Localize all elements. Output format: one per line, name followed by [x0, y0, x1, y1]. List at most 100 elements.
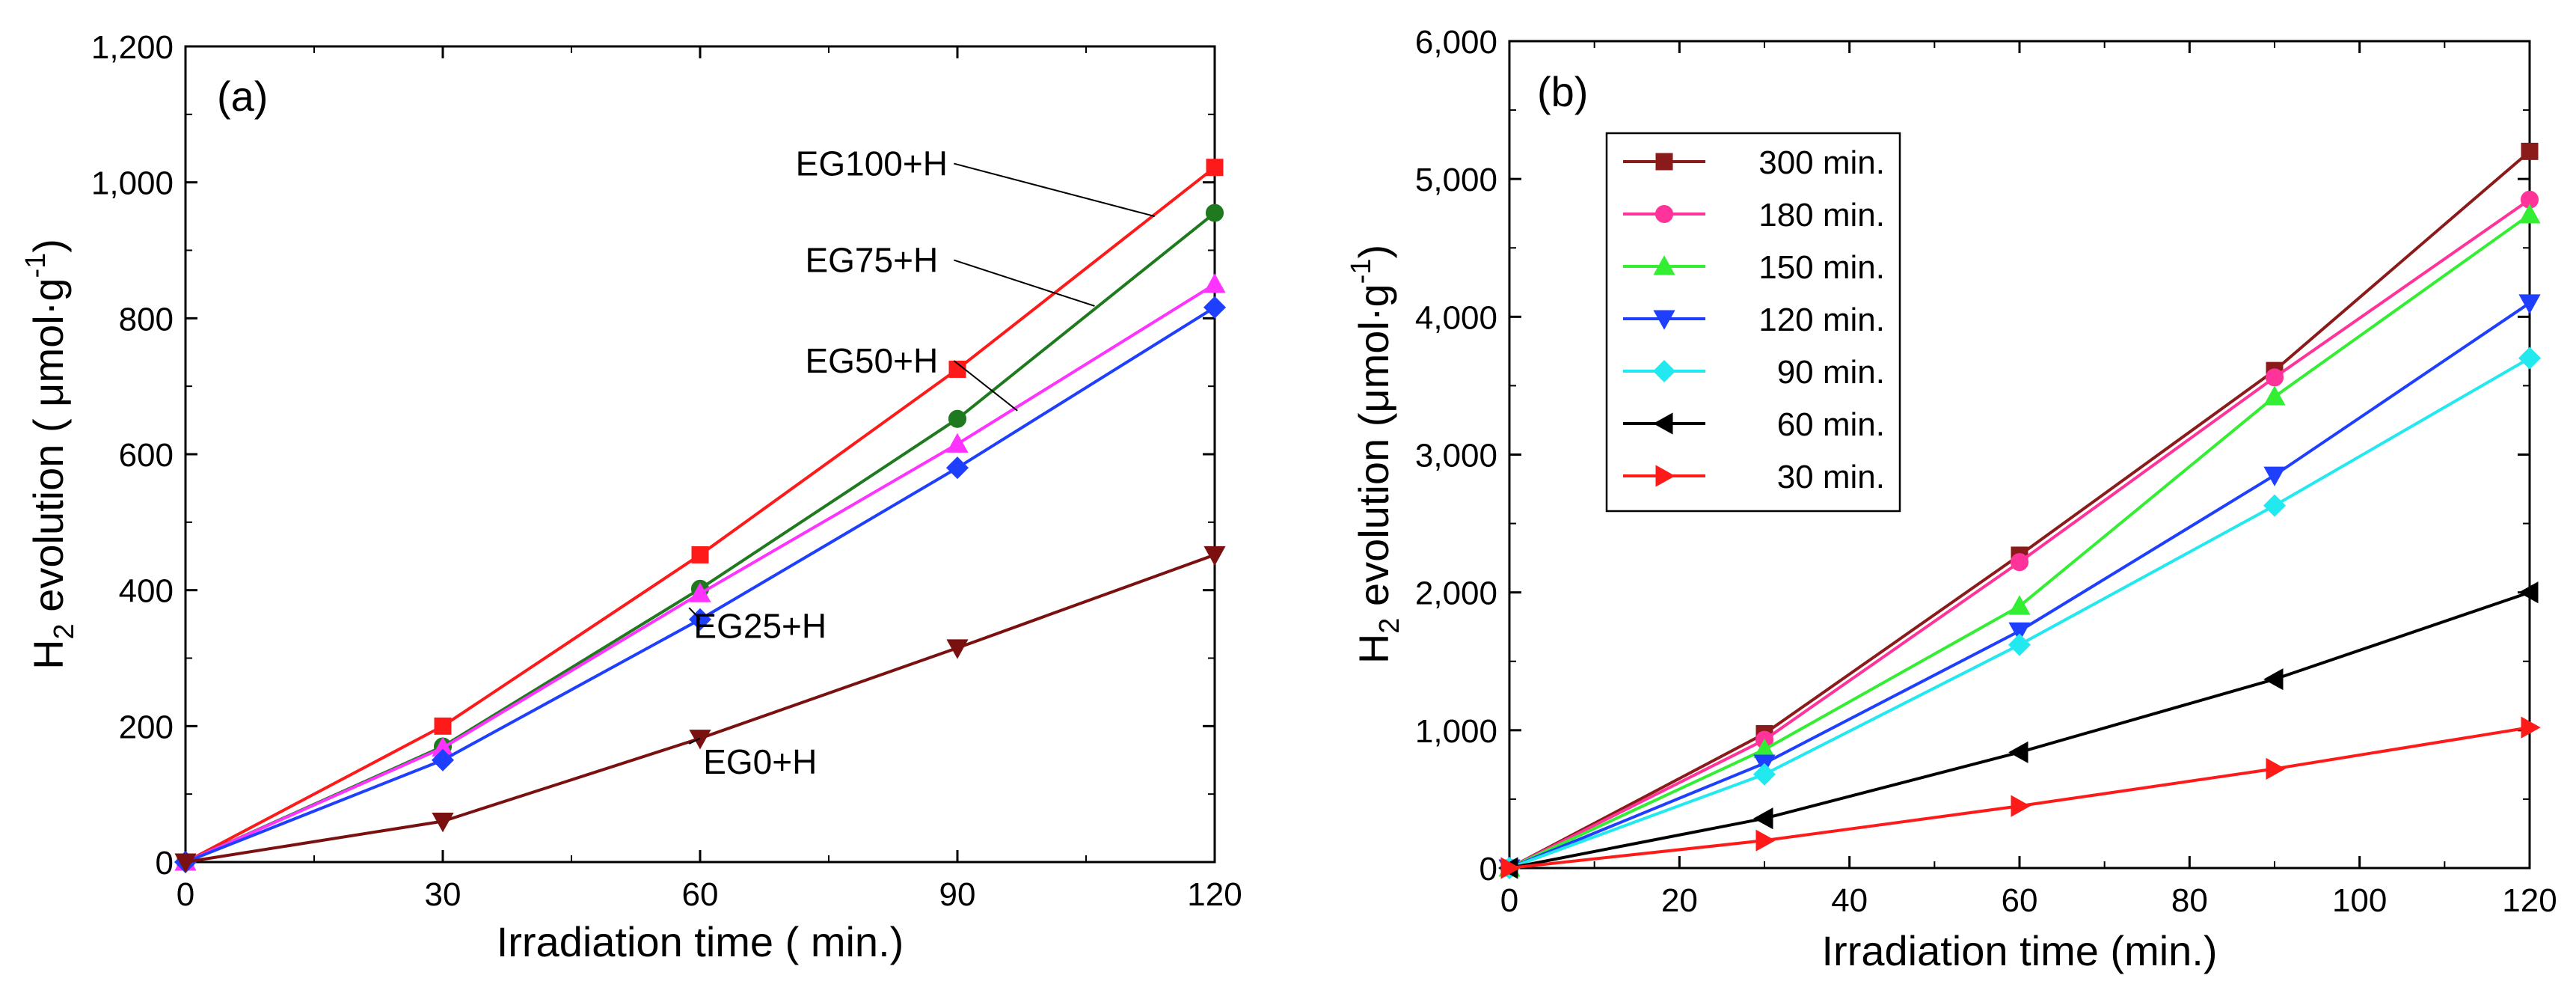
data-point	[2518, 346, 2542, 370]
data-point	[2263, 494, 2287, 517]
data-point	[2518, 581, 2539, 604]
x-tick-label: 30	[425, 876, 461, 913]
x-tick-label: 120	[2502, 882, 2557, 919]
legend-item: 60 min.	[1623, 406, 1885, 443]
data-point	[2011, 795, 2031, 817]
series-line	[185, 211, 1216, 864]
panel-a-y-title-close: )	[25, 239, 72, 253]
y-tick-label: 5,000	[1415, 162, 1497, 198]
panel-b-label: (b)	[1537, 68, 1588, 115]
y-tick-label: 4,000	[1415, 299, 1497, 336]
legend-marker	[1652, 359, 1676, 383]
legend-item: 180 min.	[1623, 197, 1885, 233]
data-point	[946, 639, 969, 659]
panel-b-y-title-sup: -1	[1346, 259, 1377, 284]
legend-item: 300 min.	[1623, 144, 1885, 181]
legend-label: 180 min.	[1758, 197, 1885, 233]
data-point	[2521, 716, 2541, 739]
data-point	[1203, 296, 1227, 319]
x-tick-label: 60	[2002, 882, 2038, 919]
legend-marker	[1655, 465, 1675, 487]
annotation-leader-line	[954, 259, 1095, 307]
y-tick-label: 600	[119, 437, 174, 474]
data-point	[432, 813, 454, 833]
series-eg100-h	[177, 159, 1224, 871]
panel-a-y-title-sub: 2	[49, 623, 80, 639]
x-tick-label: 120	[1187, 876, 1242, 913]
panel-b-chart: 0 20 40 60 80 100 120 0 1,000 2,000 3,000 4,000 5,00…	[1346, 24, 2557, 974]
data-point	[1205, 204, 1224, 222]
data-point	[689, 730, 711, 750]
data-point	[1203, 546, 1226, 566]
annotation-label: EG50+H	[805, 341, 938, 380]
panel-b-y-axis-title: H2 evolution (μmol·g-1)	[1346, 245, 1405, 664]
panel-a-chart: 0 30 60 90 120 0 200 400 600 800 1,000 1,200 EG100+…	[20, 29, 1242, 965]
data-point	[948, 409, 967, 428]
panel-b-y-title-h: H	[1350, 634, 1397, 664]
data-point	[1755, 829, 1776, 852]
data-point	[2518, 204, 2541, 224]
legend-marker	[1653, 255, 1675, 275]
legend-label: 90 min.	[1777, 354, 1885, 391]
data-point	[2263, 385, 2286, 406]
panel-a-annotations: EG100+H EG75+H EG50+H EG25+H EG0+H	[688, 144, 1155, 781]
panel-b-y-title-close: )	[1350, 245, 1397, 259]
legend-marker	[1653, 412, 1673, 435]
x-tick-label: 90	[939, 876, 976, 913]
data-point	[2008, 622, 2031, 643]
series-line	[185, 283, 1216, 864]
legend-item: 120 min.	[1623, 302, 1885, 338]
data-point	[1752, 763, 1776, 786]
panel-a-ticks: 0 30 60 90 120 0 200 400 600 800 1,000 1,200	[91, 29, 1242, 913]
legend-label: 120 min.	[1758, 302, 1885, 338]
panel-a-label: (a)	[217, 73, 268, 120]
legend-label: 60 min.	[1777, 406, 1885, 443]
panel-b-y-title-sub: 2	[1374, 618, 1405, 634]
x-tick-label: 20	[1661, 882, 1698, 919]
data-point	[174, 853, 197, 873]
data-point	[2008, 741, 2028, 763]
annotation-leader-line	[688, 737, 701, 745]
y-tick-label: 2,000	[1415, 575, 1497, 612]
y-tick-label: 0	[1479, 851, 1497, 887]
data-point	[2521, 142, 2539, 160]
data-point	[2518, 294, 2541, 314]
data-point	[946, 433, 969, 453]
data-point	[1203, 273, 1226, 293]
x-tick-label: 80	[2171, 882, 2208, 919]
legend-label: 300 min.	[1758, 144, 1885, 181]
panel-a-y-title-h: H	[25, 639, 72, 669]
annotation-label: EG75+H	[805, 241, 938, 280]
y-tick-label: 400	[119, 573, 174, 610]
legend-item: 90 min.	[1623, 354, 1885, 391]
y-tick-label: 0	[156, 845, 174, 882]
legend-frame	[1605, 132, 1901, 513]
panel-b-x-axis-title: Irradiation time (min.)	[1821, 927, 2217, 974]
panel-b-y-title-rest: evolution (μmol·g	[1350, 284, 1397, 617]
data-point	[945, 456, 969, 480]
series-eg75-h	[176, 204, 1224, 872]
data-point	[1206, 159, 1224, 177]
panel-a-y-title-sup: -1	[20, 253, 52, 278]
y-tick-label: 1,000	[1415, 713, 1497, 750]
panel-a-series	[174, 159, 1227, 874]
annotation-label: EG0+H	[703, 742, 817, 781]
data-point	[434, 717, 452, 735]
data-point	[2008, 633, 2031, 656]
annotation-leader-line	[953, 360, 1018, 412]
series-30-min-	[1500, 716, 2541, 879]
data-point	[2010, 553, 2029, 572]
panel-b-series	[1497, 142, 2542, 880]
panel-b-ticks: 0 20 40 60 80 100 120 0 1,000 2,000 3,000 4,000 5,00…	[1415, 24, 2557, 919]
x-tick-label: 100	[2332, 882, 2387, 919]
legend-label: 30 min.	[1777, 459, 1885, 495]
legend-item: 150 min.	[1623, 249, 1885, 286]
panel-a-x-axis-title: Irradiation time ( min.)	[497, 918, 904, 965]
series-line	[185, 166, 1216, 864]
annotation-leader-line	[688, 607, 701, 620]
y-tick-label: 200	[119, 709, 174, 745]
y-tick-label: 3,000	[1415, 438, 1497, 474]
data-point	[2266, 757, 2286, 780]
y-tick-label: 800	[119, 301, 174, 337]
